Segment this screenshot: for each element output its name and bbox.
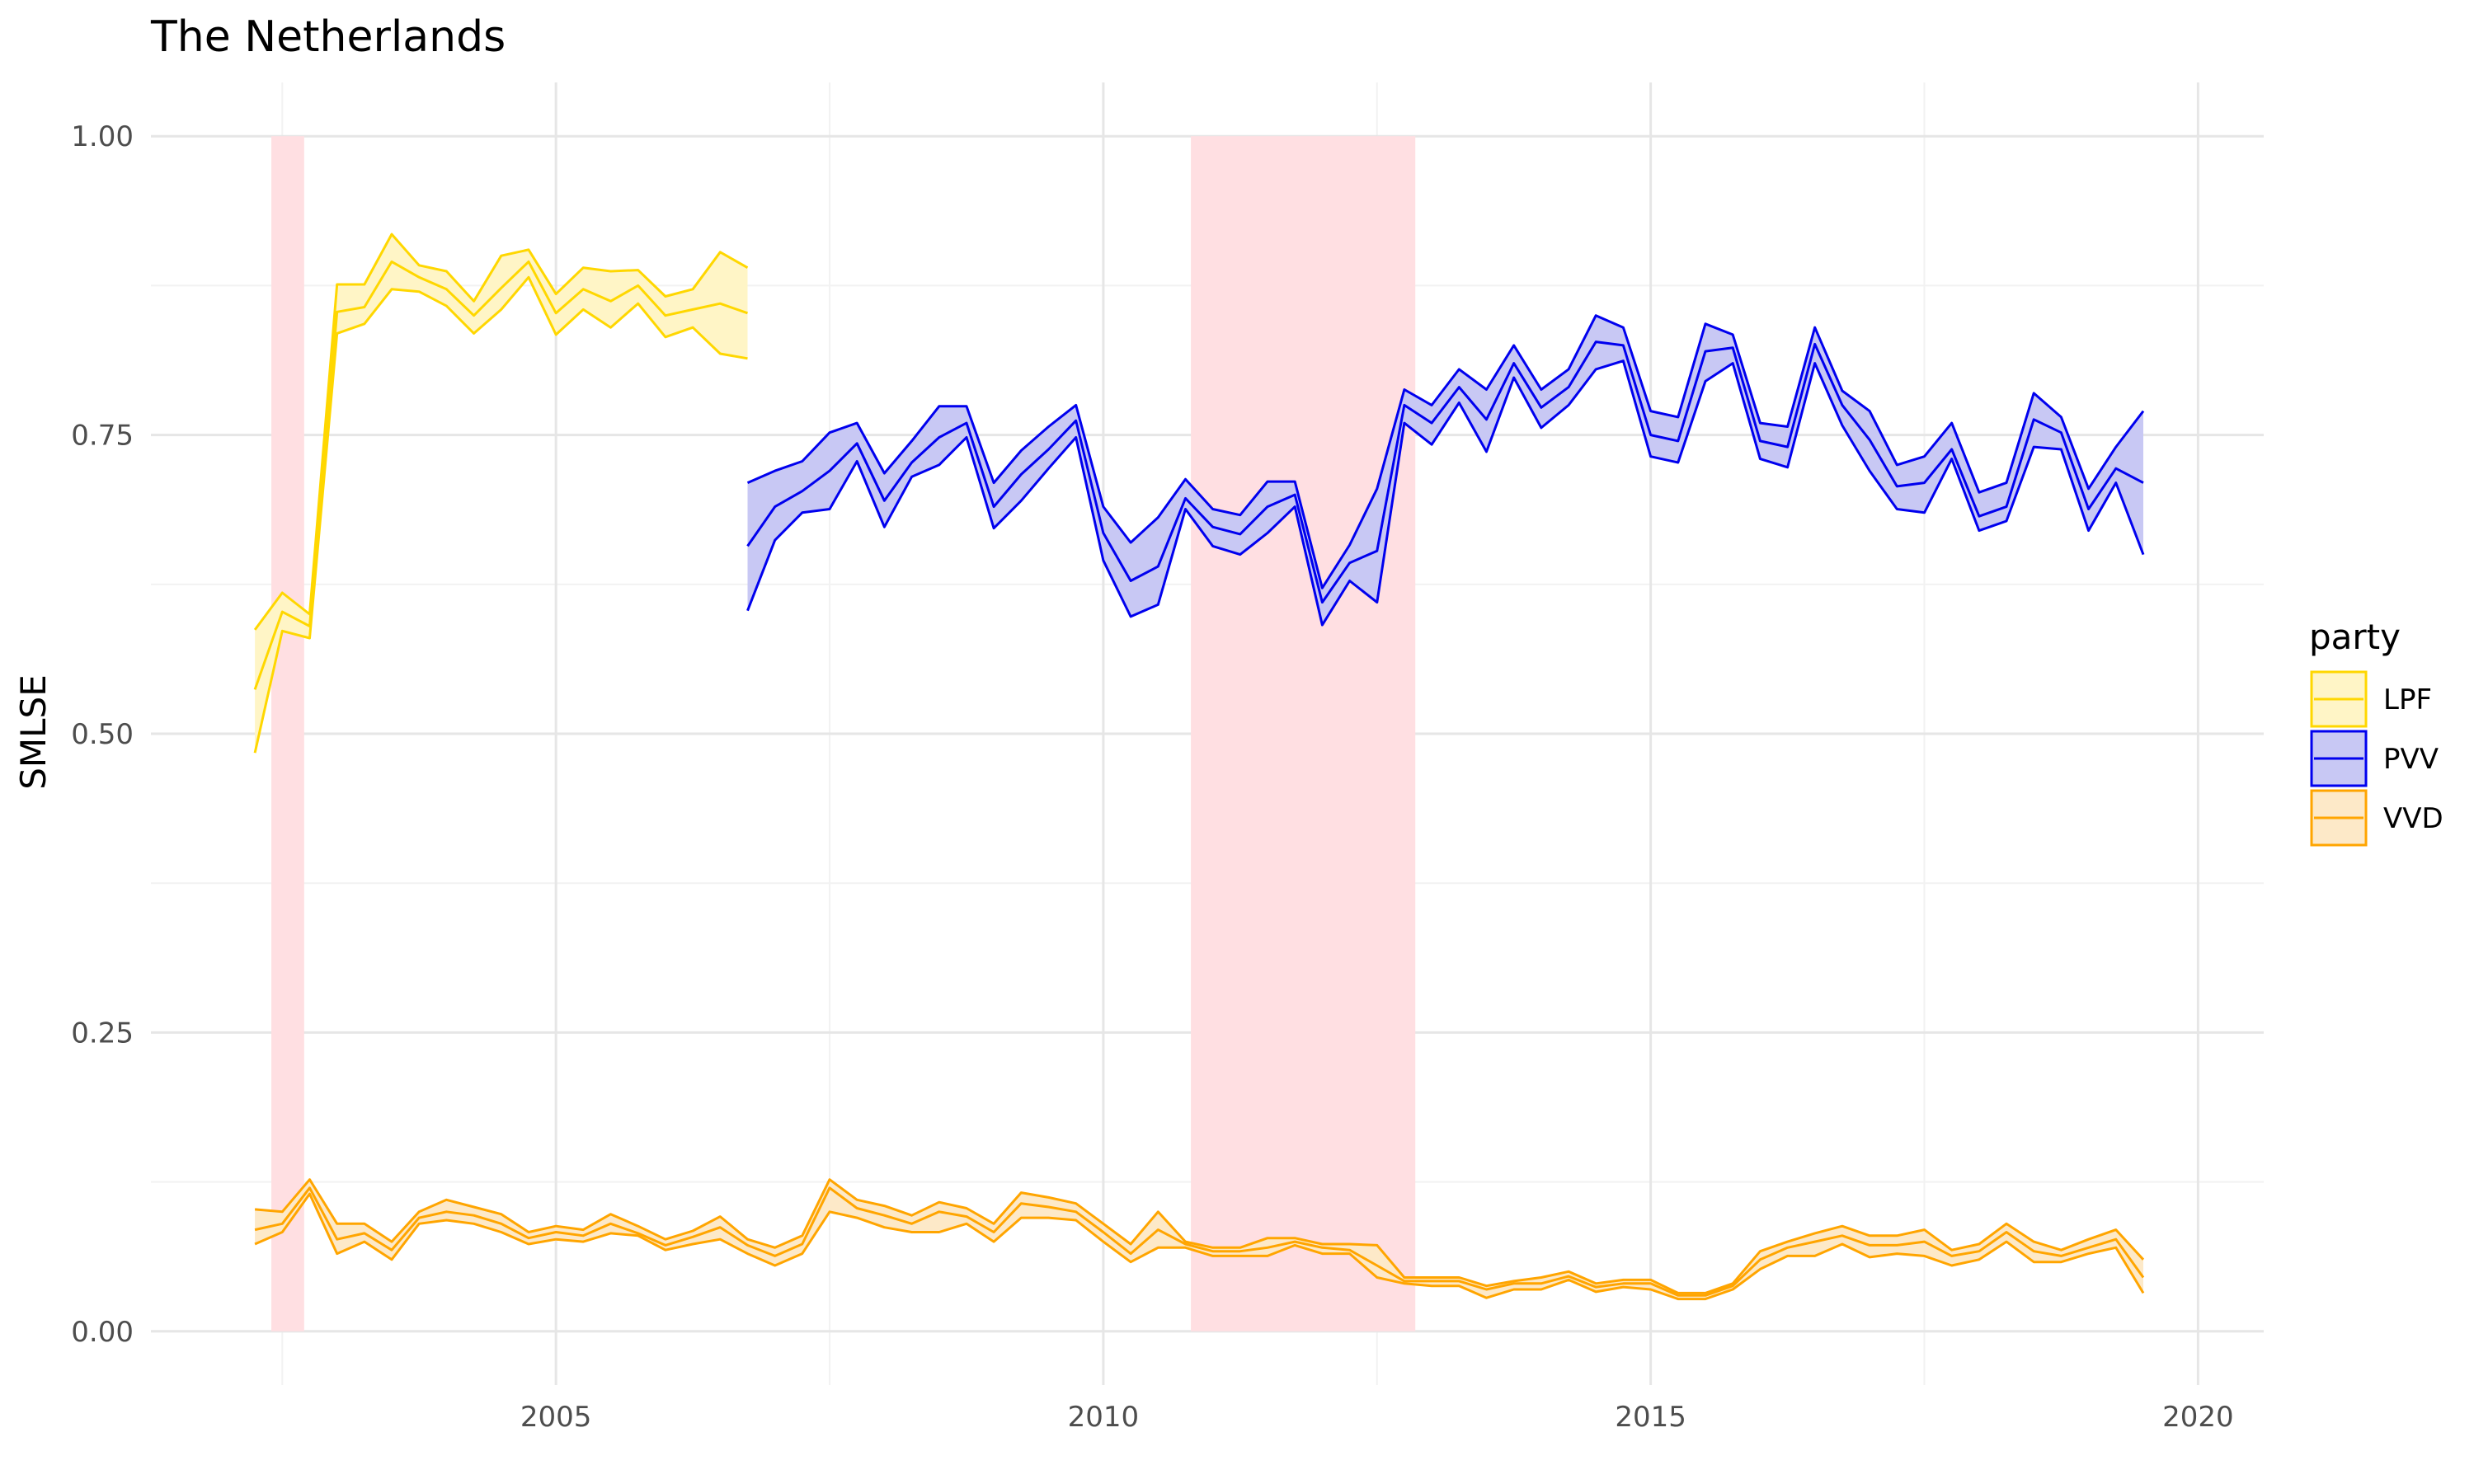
vvd-lower-line: [254, 1192, 2145, 1301]
legend-label-pvv: PVV: [2383, 743, 2439, 776]
shaded-period: [271, 136, 304, 1331]
shaded-period: [1191, 136, 1416, 1331]
lpf-ribbon: [255, 234, 748, 754]
series-layer: [253, 232, 2145, 1301]
y-tick-label: 1.00: [71, 120, 134, 153]
legend-item-lpf: LPF: [2310, 670, 2432, 728]
series-pvv: [746, 314, 2145, 627]
legend-label-vvd: VVD: [2383, 802, 2443, 835]
vvd-upper-line: [254, 1178, 2145, 1294]
pvv-lower-line: [746, 359, 2145, 627]
legend-title: party: [2309, 617, 2401, 657]
series-vvd: [254, 1178, 2145, 1301]
lpf-mid-line: [253, 260, 748, 690]
x-tick-label: 2020: [2162, 1401, 2234, 1434]
y-axis-ticks: 0.00 0.25 0.50 0.75 1.00: [71, 120, 134, 1349]
chart-title: The Netherlands: [150, 12, 506, 62]
vvd-mid-line: [254, 1186, 2145, 1297]
pvv-mid-line: [746, 340, 2144, 604]
x-tick-label: 2015: [1615, 1401, 1686, 1434]
legend-items: LPF PVV VVD: [2310, 670, 2443, 847]
y-tick-label: 0.75: [71, 420, 134, 453]
legend-label-lpf: LPF: [2383, 683, 2432, 716]
legend-item-pvv: PVV: [2310, 730, 2439, 787]
x-axis-ticks: 2005 2010 2015 2020: [520, 1401, 2234, 1434]
pvv-upper-line: [746, 314, 2145, 589]
legend-item-vvd: VVD: [2310, 789, 2443, 847]
legend: party LPF PVV VVD: [2309, 617, 2443, 847]
x-tick-label: 2010: [1068, 1401, 1140, 1434]
x-tick-label: 2005: [520, 1401, 592, 1434]
y-tick-label: 0.25: [71, 1017, 134, 1050]
lpf-upper-line: [253, 232, 749, 631]
y-tick-label: 0.00: [71, 1316, 134, 1349]
series-lpf: [253, 232, 749, 754]
y-tick-label: 0.50: [71, 718, 134, 751]
y-axis-title: SMLSE: [13, 674, 54, 790]
lpf-lower-line: [253, 275, 748, 754]
shaded-periods: [271, 136, 1416, 1331]
